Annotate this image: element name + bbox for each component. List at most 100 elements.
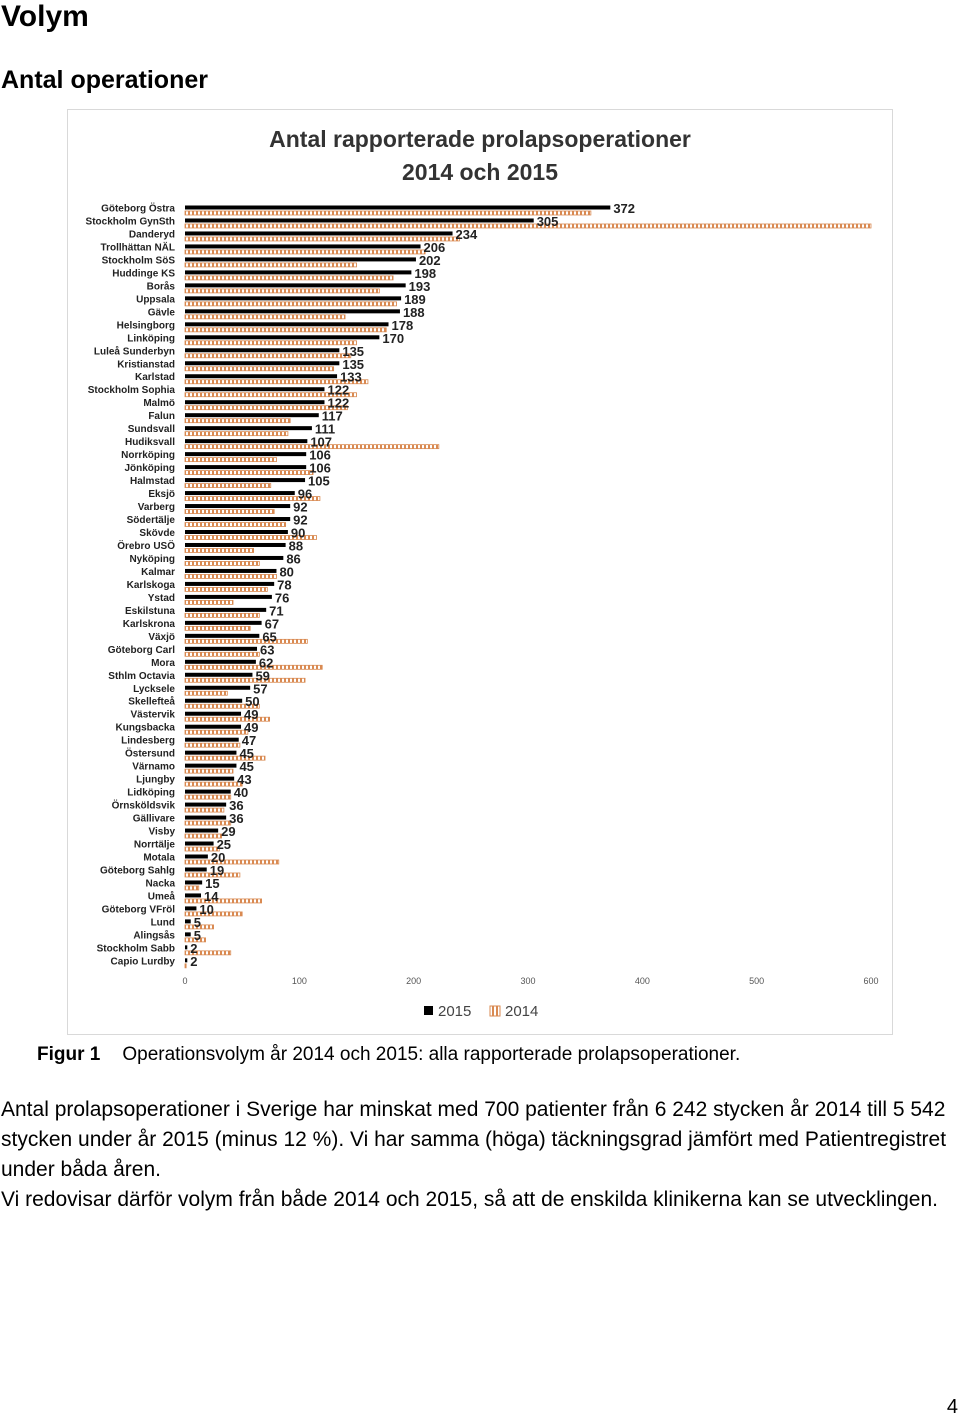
bar-2014	[184, 366, 335, 372]
category-label: Östersund	[125, 747, 175, 760]
category-label: Ljungby	[136, 775, 175, 786]
category-label: Jönköping	[124, 463, 175, 474]
bar-2014	[184, 833, 222, 839]
bar-2015	[185, 517, 291, 522]
chart-title-line1: Antal rapporterade prolapsoperationer	[269, 126, 691, 152]
category-label: Falun	[148, 411, 175, 422]
bar-2014	[184, 249, 426, 255]
category-label: Växjö	[148, 632, 175, 643]
data-label-2015: 40	[234, 785, 248, 800]
bar-2014	[184, 638, 308, 644]
bar-2014	[184, 574, 277, 579]
bar-2014	[184, 548, 254, 553]
x-axis: 0 100 200 300 400 500 600	[182, 976, 878, 986]
bar-2014	[184, 950, 232, 956]
data-label-2015: 122	[327, 383, 349, 398]
bar-2015	[185, 439, 308, 444]
legend-swatch-2015	[424, 1006, 433, 1015]
category-label: Linköping	[127, 333, 175, 344]
bar-2015	[185, 555, 284, 560]
data-label-2015: 86	[286, 551, 300, 566]
data-label-2015: 10	[199, 902, 213, 917]
bar-2015	[185, 465, 307, 470]
category-label: Nacka	[146, 878, 176, 889]
data-label-2015: 305	[537, 214, 559, 229]
bar-2014	[184, 937, 206, 943]
section-heading: Antal operationer	[1, 66, 208, 94]
category-label: Nyköping	[129, 554, 175, 565]
bar-2014	[184, 677, 306, 683]
data-label-2015: 45	[239, 759, 253, 774]
data-label-2015: 193	[409, 279, 431, 294]
bar-2014	[184, 846, 220, 852]
bar-2014	[184, 210, 592, 216]
data-label-2015: 29	[221, 824, 235, 839]
bar-2015	[185, 594, 272, 599]
data-label-2015: 92	[293, 500, 307, 515]
data-label-2015: 135	[342, 357, 364, 372]
category-label: Sundsvall	[128, 424, 175, 435]
bar-2015	[185, 283, 406, 288]
data-label-2015: 15	[205, 876, 219, 891]
bar-2014	[184, 963, 187, 969]
bar-2015	[185, 581, 275, 586]
data-label-2015: 206	[424, 240, 446, 255]
x-tick-label: 200	[406, 976, 421, 986]
chart-figure: Antal rapporterade prolapsoperationer 20…	[67, 109, 893, 1035]
category-label: Stockholm SöS	[102, 255, 176, 266]
data-label-2015: 5	[194, 928, 201, 943]
bar-2014	[184, 651, 260, 657]
bar-2015	[185, 452, 307, 457]
bar-2015	[185, 568, 277, 573]
bar-2014	[184, 561, 260, 566]
x-tick-label: 100	[292, 976, 307, 986]
category-label: Karlstad	[135, 372, 175, 383]
bar-2014	[184, 431, 289, 437]
category-label: Mora	[151, 658, 175, 669]
bar-2015	[185, 530, 288, 534]
data-label-2015: 49	[244, 707, 258, 722]
data-label-2015: 43	[237, 772, 251, 787]
bar-2014	[184, 314, 346, 320]
page-number: 4	[946, 1396, 958, 1418]
bar-2015	[185, 296, 402, 301]
bar-2015	[185, 659, 256, 664]
category-label: Västervik	[131, 710, 176, 721]
category-label: Kungsbacka	[116, 723, 176, 734]
bar-2014	[184, 301, 397, 307]
bar-2015	[185, 218, 534, 223]
chart-title-line2: 2014 och 2015	[402, 159, 558, 185]
category-label: Uppsala	[136, 294, 175, 305]
category-label: Norrtälje	[134, 840, 176, 851]
bar-2015	[185, 244, 421, 249]
bar-2015	[185, 854, 208, 859]
bar-2014	[184, 872, 241, 878]
category-label: Danderyd	[129, 229, 175, 240]
data-label-2015: 92	[293, 513, 307, 528]
bar-2014	[184, 768, 234, 774]
data-label-2015: 135	[342, 344, 364, 359]
bar-2014	[184, 535, 317, 540]
bar-2014	[184, 353, 352, 359]
category-label: Gällivare	[133, 814, 176, 825]
bar-2015	[185, 750, 237, 755]
bar-2014	[184, 794, 232, 800]
bar-2014	[184, 898, 263, 904]
bar-2015	[185, 815, 227, 820]
bar-2015	[185, 491, 295, 496]
x-tick-label: 0	[182, 976, 187, 986]
data-label-2015: 67	[265, 616, 279, 631]
bar-2014	[184, 223, 872, 229]
category-label: Karlskoga	[127, 580, 176, 591]
category-label: Värnamo	[132, 762, 175, 773]
bar-2015	[185, 828, 219, 833]
category-label: Sthlm Octavia	[108, 671, 175, 682]
x-tick-label: 300	[520, 976, 535, 986]
bar-2015	[185, 776, 235, 781]
bar-2015	[185, 672, 253, 677]
category-label: Ystad	[148, 593, 175, 604]
bar-2015	[185, 932, 191, 937]
bar-2015	[185, 257, 416, 262]
category-label: Norrköping	[121, 450, 175, 461]
category-label: Kalmar	[141, 567, 175, 578]
